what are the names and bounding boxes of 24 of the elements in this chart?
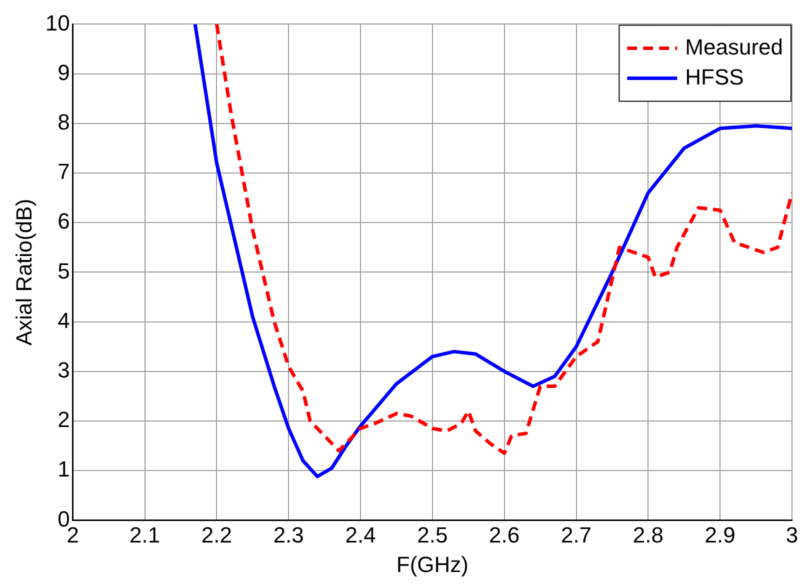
y-tick-label: 3 xyxy=(58,357,70,382)
legend-label: Measured xyxy=(685,34,784,60)
x-tick-label: 3 xyxy=(786,522,798,548)
x-tick-label: 2.2 xyxy=(201,522,232,548)
y-tick-label: 5 xyxy=(58,258,70,284)
y-tick-label: 8 xyxy=(58,109,70,134)
x-tick-label: 2.7 xyxy=(560,522,592,548)
x-tick-label: 2.9 xyxy=(704,522,736,548)
y-tick-label: 9 xyxy=(58,60,70,85)
y-axis-title: Axial Ratio(dB) xyxy=(11,198,36,346)
y-tick-label: 4 xyxy=(58,308,70,333)
x-tick-label: 2.1 xyxy=(129,522,160,548)
x-tick-label: 2.4 xyxy=(345,522,376,548)
y-tick-label: 10 xyxy=(45,10,70,36)
y-tick-label: 6 xyxy=(58,208,70,234)
x-axis-title: F(GHz) xyxy=(396,552,468,577)
y-tick-label: 2 xyxy=(58,407,70,432)
x-tick-label: 2.6 xyxy=(489,522,520,548)
y-tick-label: 7 xyxy=(58,159,70,184)
x-tick-label: 2.8 xyxy=(632,522,664,548)
legend-label: HFSS xyxy=(685,64,744,90)
x-tick-label: 2.5 xyxy=(417,522,448,548)
x-tick-label: 2.3 xyxy=(273,522,304,548)
y-tick-label: 1 xyxy=(58,456,70,482)
